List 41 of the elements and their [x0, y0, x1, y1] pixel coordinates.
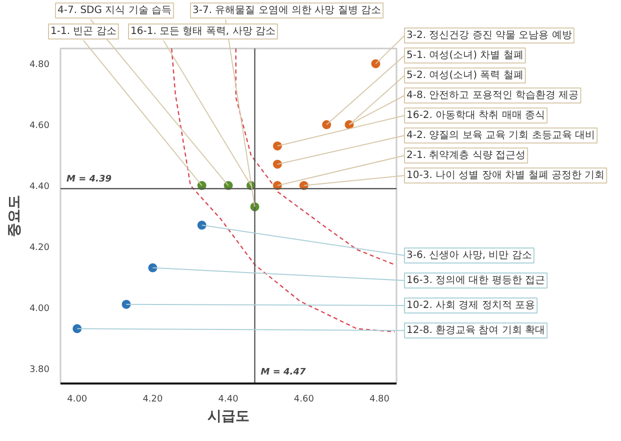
point [197, 220, 206, 230]
point [122, 300, 131, 309]
annotation: 10-3. 나이 성별 장애 차별 철폐 공정한 기회 [406, 170, 605, 181]
point [371, 59, 380, 68]
annotation: 5-2. 여성(소녀) 폭력 철폐 [406, 70, 524, 81]
point [322, 120, 332, 130]
ref-line-label: M = 4.47 [260, 368, 306, 378]
x-tick-label: 4.00 [67, 394, 88, 404]
point [272, 160, 282, 169]
point [148, 263, 158, 272]
point [72, 324, 82, 334]
y-tick-label: 3.80 [29, 364, 50, 375]
x-axis-title: 시급도 [208, 408, 250, 424]
ref-line-label: M = 4.39 [66, 174, 112, 185]
annotation: 16-2. 아동학대 착취 매매 종식 [406, 110, 546, 121]
x-tick-label: 4.60 [294, 394, 314, 404]
line-series [171, 48, 396, 332]
y-tick-label: 4.00 [29, 304, 50, 314]
annotation: 3-6. 신생아 사망, 비만 감소 [406, 250, 532, 261]
annotation: 12-8. 환경교육 참여 기회 확대 [406, 325, 546, 336]
line-series [235, 48, 396, 266]
annotation: 16-3. 정의에 대한 평등한 접근 [406, 275, 546, 286]
y-tick-label: 4.20 [29, 242, 50, 253]
y-tick-label: 4.80 [29, 60, 50, 70]
y-axis-title: 중요도 [6, 195, 22, 237]
y-tick-label: 4.40 [29, 182, 50, 192]
y-tick-label: 4.60 [29, 121, 50, 132]
x-tick-label: 4.40 [218, 394, 239, 404]
annotation: 3-2. 정신건강 증진 약물 오남용 예방 [406, 30, 572, 41]
annotation: 5-1. 여성(소녀) 차별 철폐 [406, 50, 524, 61]
annotation: 4-2. 양질의 보육 교육 기회 초등교육 대비 [406, 130, 596, 141]
annotation: 4-8. 안전하고 포용적인 학습환경 제공 [406, 90, 579, 101]
annotation: 10-2. 사회 경제 정치적 포용 [406, 300, 536, 311]
x-tick-label: 4.80 [369, 394, 390, 404]
annotation: 4-7. SDG 지식 기술 습득 [58, 5, 172, 16]
annotation: 3-7. 유해물질 오염에 의한 사망 질병 감소 [192, 5, 382, 16]
point [272, 141, 282, 150]
annotation: 16-1. 모든 형태 폭력, 사망 감소 [130, 26, 276, 37]
annotation: 2-1. 취약계층 식량 접근성 [406, 150, 526, 161]
x-tick-label: 4.20 [142, 394, 164, 404]
annotation: 1-1. 빈곤 감소 [50, 26, 116, 37]
